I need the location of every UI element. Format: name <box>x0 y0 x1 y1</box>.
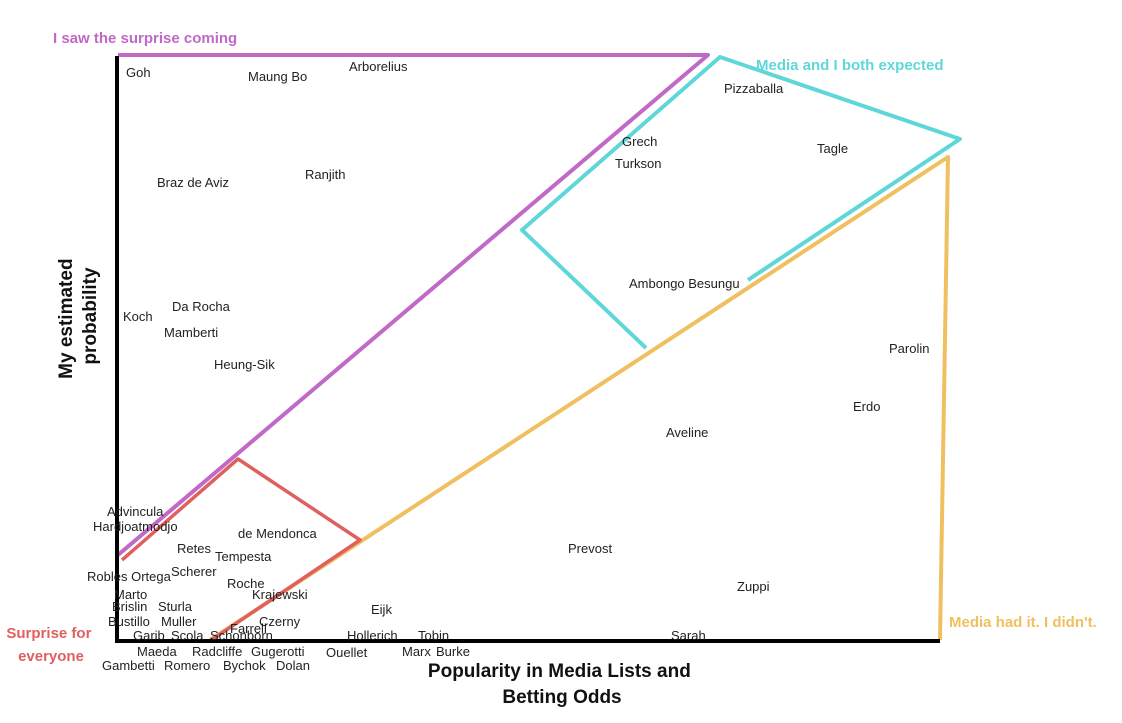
cardinal-label: Sturla <box>158 599 193 614</box>
purple-region-label: I saw the surprise coming <box>53 30 237 47</box>
cardinal-label: Farrell <box>230 621 267 636</box>
cardinal-label: Hardjoatmodjo <box>93 519 178 534</box>
cardinal-label: Tobin <box>418 628 449 643</box>
cardinal-label: Eijk <box>371 602 392 617</box>
cardinal-label: Schonborn <box>210 628 273 643</box>
cardinal-label: Erdo <box>853 399 880 414</box>
x-axis-title-line-1: Popularity in Media Lists and <box>428 661 691 682</box>
cardinal-label: Arborelius <box>349 59 408 74</box>
cardinal-label: Zuppi <box>737 579 770 594</box>
red-region-label: Surprise for everyone <box>6 625 95 665</box>
cardinal-label: Braz de Aviz <box>157 175 229 190</box>
cardinal-label: Scherer <box>171 564 217 579</box>
cardinal-label: Prevost <box>568 541 612 556</box>
cardinal-label: Tagle <box>817 141 848 156</box>
cardinal-label: Grech <box>622 134 657 149</box>
cardinal-label: Romero <box>164 658 210 673</box>
cardinal-label: Marx <box>402 644 431 659</box>
cardinal-label: Czerny <box>259 614 301 629</box>
x-axis-title-line-2: Betting Odds <box>502 687 621 708</box>
cardinal-label: Maung Bo <box>248 69 307 84</box>
cardinal-label: Mamberti <box>164 325 218 340</box>
cardinal-label: Tempesta <box>215 549 272 564</box>
y-axis-title-line-1: My estimated <box>56 258 77 378</box>
cardinal-label: Gugerotti <box>251 644 305 659</box>
cardinal-label: Pizzaballa <box>724 81 784 96</box>
cardinal-label: Roche <box>227 576 265 591</box>
cardinal-label: Sarah <box>671 628 706 643</box>
cardinal-label: Aveline <box>666 425 708 440</box>
cardinal-label: Scola <box>171 628 204 643</box>
cardinal-label: Advincula <box>107 504 164 519</box>
orange-region-label: Media had it. I didn't. <box>949 614 1097 631</box>
cardinal-label: Radcliffe <box>192 644 242 659</box>
cardinal-label: de Mendonca <box>238 526 318 541</box>
cardinal-label: Ambongo Besungu <box>629 276 740 291</box>
cardinal-label: Gambetti <box>102 658 155 673</box>
y-axis-title-line-2: probability <box>80 267 101 365</box>
cardinal-label: Dolan <box>276 658 310 673</box>
orange-region-outline <box>208 155 950 642</box>
cyan-region-label: Media and I both expected <box>756 57 944 74</box>
cardinal-label: Burke <box>436 644 470 659</box>
cardinal-label: Bychok <box>223 658 266 673</box>
cardinal-label: Ouellet <box>326 645 368 660</box>
cardinal-label: Brislin <box>112 599 147 614</box>
cyan-region-outline <box>520 55 962 350</box>
cardinal-label: Bustillo <box>108 614 150 629</box>
cardinal-label: Maeda <box>137 644 178 659</box>
cardinal-label: Koch <box>123 309 153 324</box>
cardinal-label: Goh <box>126 65 151 80</box>
y-axis-title: My estimated probability <box>56 253 101 379</box>
cardinal-label: Garib <box>133 628 165 643</box>
purple-region-outline <box>116 53 710 557</box>
cardinal-label: Heung-Sik <box>214 357 275 372</box>
red-region-label-line-2: everyone <box>18 648 84 665</box>
cardinal-label: Krajewski <box>252 587 308 602</box>
cardinal-label: Muller <box>161 614 197 629</box>
cardinal-label: Da Rocha <box>172 299 231 314</box>
cardinal-label: Robles Ortega <box>87 569 172 584</box>
cardinal-label: Turkson <box>615 156 661 171</box>
cardinal-label: Parolin <box>889 341 929 356</box>
x-axis-title: Popularity in Media Lists and Betting Od… <box>428 661 696 708</box>
cardinal-label: Marto <box>114 587 147 602</box>
cardinal-label: Retes <box>177 541 211 556</box>
red-region-label-line-1: Surprise for <box>6 625 91 642</box>
cardinal-label: Hollerich <box>347 628 398 643</box>
cardinal-label: Ranjith <box>305 167 345 182</box>
red-region-outline <box>120 457 362 643</box>
